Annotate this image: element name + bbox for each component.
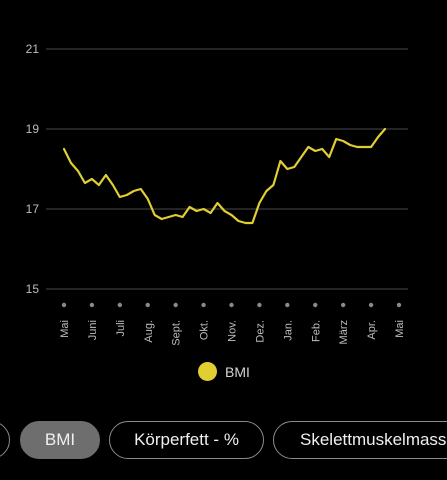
x-tick-label: Okt.: [199, 320, 211, 340]
bmi-line-chart: 15 17 19 21 Mai Juni Juli Aug. Sept. Okt. Nov. Dez…: [26, 42, 408, 346]
x-tick-label: Jan.: [282, 320, 294, 341]
chart-legend: BMI: [198, 362, 250, 381]
x-tick-dot: [229, 302, 234, 308]
y-tick-label: 21: [26, 42, 40, 56]
x-tick-label: Mai: [394, 320, 406, 338]
legend-bmi-marker: [198, 362, 217, 381]
x-tick-label: Aug.: [143, 320, 155, 343]
x-tick-dot: [201, 302, 206, 308]
grid-lines: [46, 48, 408, 290]
x-tick-dot: [396, 302, 402, 308]
x-tick-label: Sept.: [171, 320, 183, 346]
x-tick-dot: [117, 302, 123, 308]
x-tick-label: Dez.: [254, 320, 266, 343]
x-tick-dot: [257, 302, 262, 308]
y-tick-label: 19: [26, 122, 40, 136]
chip-koerperfett[interactable]: Körperfett - %: [109, 421, 264, 459]
x-tick-dots: [61, 302, 402, 308]
y-tick-label: 15: [26, 282, 40, 296]
bmi-series-line: [62, 127, 387, 225]
x-tick-label: März: [338, 320, 350, 344]
x-tick-dot: [340, 302, 346, 308]
x-tick-dot: [145, 302, 150, 308]
x-tick-label: Mai: [59, 320, 71, 338]
y-tick-labels: 15 17 19 21: [26, 42, 40, 296]
chip-bmi[interactable]: BMI: [20, 421, 100, 459]
x-tick-label: Juni: [87, 320, 99, 340]
x-tick-labels: Mai Juni Juli Aug. Sept. Okt. Nov. Dez. Jan. Feb.…: [59, 320, 406, 346]
x-tick-dot: [313, 302, 318, 308]
legend-bmi-label: BMI: [225, 363, 250, 380]
x-tick-dot: [61, 302, 67, 308]
chip-previous[interactable]: [0, 421, 10, 459]
chip-koerperfett-label: Körperfett - %: [134, 430, 239, 449]
x-tick-label: Nov.: [227, 320, 239, 342]
chip-skelettmuskelmasse[interactable]: Skelettmuskelmasse: [273, 421, 447, 459]
x-tick-dot: [368, 302, 374, 308]
chip-bmi-label: BMI: [44, 430, 76, 449]
x-tick-label: Feb.: [310, 320, 322, 342]
x-tick-dot: [173, 302, 178, 308]
metric-selector: BMI Körperfett - % Skelettmuskelmasse: [0, 421, 447, 461]
x-tick-dot: [89, 302, 95, 308]
y-tick-label: 17: [26, 202, 40, 216]
x-tick-label: Apr.: [366, 320, 378, 340]
x-tick-dot: [285, 302, 290, 308]
x-tick-label: Juli: [115, 320, 127, 337]
chip-skelettmuskelmasse-label: Skelettmuskelmasse: [300, 430, 447, 449]
